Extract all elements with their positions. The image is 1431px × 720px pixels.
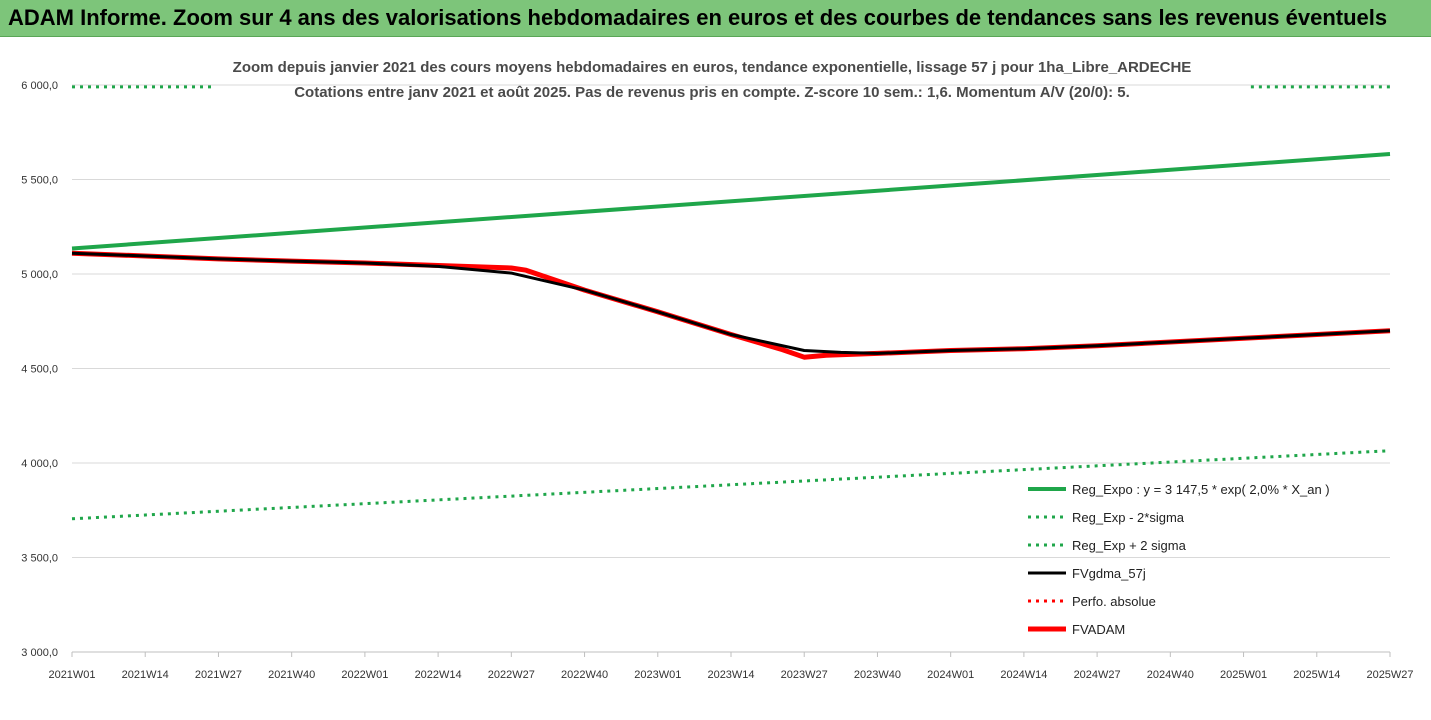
legend-entry: Reg_Exp + 2 sigma (1072, 538, 1187, 553)
x-tick-label: 2023W14 (707, 669, 754, 681)
x-tick-label: 2021W40 (268, 669, 315, 681)
y-tick-label: 3 500,0 (21, 553, 58, 565)
legend-entry: FVgdma_57j (1072, 566, 1146, 581)
y-axis: 3 000,0 3 500,0 4 000,0 4 500,0 5 000,0 5 500… (21, 80, 58, 659)
x-tick-label: 2022W01 (341, 669, 388, 681)
line-chart: Zoom depuis janvier 2021 des cours moyen… (21, 59, 1414, 681)
y-tick-label: 3 000,0 (21, 647, 58, 659)
x-tick-label: 2022W40 (561, 669, 608, 681)
report-banner-title: ADAM Informe. Zoom sur 4 ans des valoris… (8, 5, 1388, 30)
x-tick-label: 2022W14 (415, 669, 462, 681)
x-tick-label: 2022W27 (488, 669, 535, 681)
x-tick-label: 2025W01 (1220, 669, 1267, 681)
x-axis: 2021W01 2021W14 2021W27 2021W40 2022W01 2022W… (48, 652, 1414, 681)
x-tick-label: 2024W27 (1074, 669, 1121, 681)
chart-title: Zoom depuis janvier 2021 des cours moyen… (233, 59, 1192, 76)
x-tick-label: 2024W14 (1000, 669, 1047, 681)
legend: Reg_Expo : y = 3 147,5 * exp( 2,0% * X_a… (1028, 482, 1330, 637)
x-tick-label: 2021W14 (122, 669, 169, 681)
x-tick-label: 2021W27 (195, 669, 242, 681)
x-tick-label: 2023W40 (854, 669, 901, 681)
x-tick-label: 2024W40 (1147, 669, 1194, 681)
x-tick-label: 2023W01 (634, 669, 681, 681)
series-line-fvgdma-57j (71, 251, 1391, 355)
chart-subtitle: Cotations entre janv 2021 et août 2025. … (294, 84, 1130, 101)
legend-entry: FVADAM (1072, 622, 1125, 637)
grid (72, 84, 1390, 653)
report-banner: ADAM Informe. Zoom sur 4 ans des valoris… (0, 0, 1431, 37)
y-tick-label: 5 500,0 (21, 175, 58, 187)
series-group (71, 85, 1391, 521)
y-tick-label: 6 000,0 (21, 80, 58, 92)
legend-entry: Reg_Expo : y = 3 147,5 * exp( 2,0% * X_a… (1072, 482, 1330, 497)
x-tick-label: 2021W01 (48, 669, 95, 681)
x-tick-label: 2025W27 (1366, 669, 1413, 681)
legend-entry: Reg_Exp - 2*sigma (1072, 510, 1185, 525)
legend-entry: Perfo. absolue (1072, 594, 1156, 609)
x-tick-label: 2025W14 (1293, 669, 1340, 681)
y-tick-label: 4 500,0 (21, 364, 58, 376)
y-tick-label: 4 000,0 (21, 458, 58, 470)
x-tick-label: 2023W27 (781, 669, 828, 681)
y-tick-label: 5 000,0 (21, 269, 58, 281)
series-line-reg-expo-y-3-147-5-exp-2-0-x-an (71, 152, 1391, 251)
x-tick-label: 2024W01 (927, 669, 974, 681)
